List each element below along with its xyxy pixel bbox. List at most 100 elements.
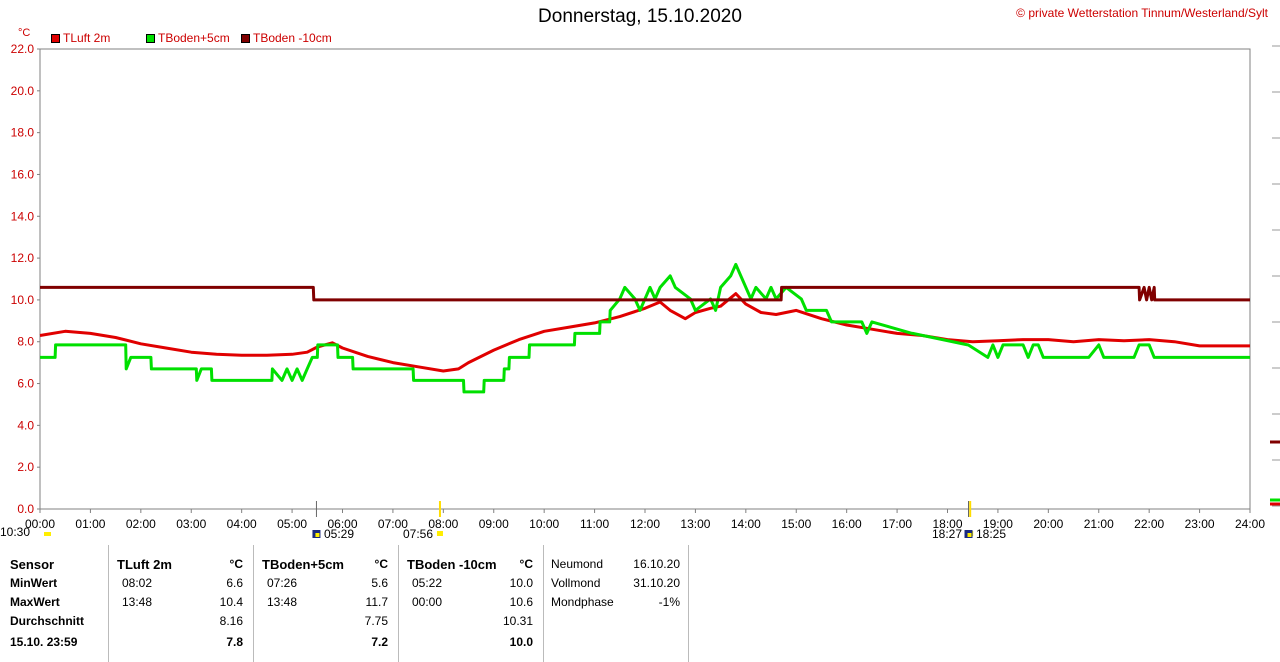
- x-tick-label: 16:00: [832, 517, 862, 531]
- sunrise-marker: [436, 531, 443, 536]
- dusk-label: 18:25: [976, 527, 1007, 541]
- x-tick-label: 21:00: [1084, 517, 1114, 531]
- stats-sensor-name: TBoden -10cm: [407, 557, 497, 572]
- moonrise-label: 10:30: [0, 525, 31, 539]
- stats-avg-value: 8.16: [219, 614, 243, 628]
- chart-title: Donnerstag, 15.10.2020: [538, 6, 742, 27]
- x-tick-label: 13:00: [680, 517, 710, 531]
- y-tick-label: 2.0: [17, 460, 34, 474]
- copyright: © private Wetterstation Tinnum/Westerlan…: [1016, 6, 1268, 20]
- stats-min-value: 10.0: [509, 576, 533, 590]
- y-tick-label: 16.0: [11, 167, 35, 181]
- stats-max-time: 00:00: [412, 595, 443, 609]
- x-tick-label: 12:00: [630, 517, 660, 531]
- stats-max-value: 10.6: [509, 595, 533, 609]
- stats-max-time: 13:48: [267, 595, 298, 609]
- sun-markers: [312, 501, 974, 538]
- legend-swatch: [51, 33, 60, 43]
- stats-unit: °C: [519, 557, 533, 571]
- stats-column-tboden10: TBoden -10cm °C 05:22 10.0 00:00 10.6 10…: [398, 545, 544, 662]
- x-tick-label: 04:00: [227, 517, 257, 531]
- stats-labels-column: Sensor MinWert MaxWert Durchschnitt 15.1…: [0, 545, 108, 662]
- stats-max-value: 10.4: [219, 595, 243, 609]
- moon-label-new: Neumond: [551, 557, 604, 571]
- stats-max-time: 13:48: [122, 595, 153, 609]
- stats-sensor-name: TLuft 2m: [117, 557, 172, 572]
- stats-current-value: 7.8: [226, 635, 243, 649]
- dawn-label: 05:29: [324, 527, 355, 541]
- moon-value-phase: -1%: [658, 595, 680, 609]
- legend-item-tboden5: TBoden+5cm: [146, 31, 230, 45]
- copyright-text: private Wetterstation Tinnum/Westerland/…: [1028, 6, 1268, 20]
- chart-series: [39, 262, 1250, 394]
- stats-unit: °C: [229, 557, 243, 571]
- stats-current-value: 7.2: [371, 635, 388, 649]
- legend-label: TBoden+5cm: [158, 31, 230, 45]
- x-tick-label: 05:00: [277, 517, 307, 531]
- y-tick-label: 8.0: [17, 335, 34, 349]
- x-tick-label: 22:00: [1134, 517, 1164, 531]
- stats-column-tluft: TLuft 2m °C 08:02 6.6 13:48 10.4 8.16 7.…: [108, 545, 254, 662]
- stats-min-time: 08:02: [122, 576, 153, 590]
- y-tick-label: 4.0: [17, 418, 34, 432]
- temperature-chart: 0.0 2.0 4.0 6.0 8.0 10.0 12.0 14.0 16.0 18.0 20.0 2…: [11, 42, 1280, 538]
- dawn-icon: [312, 530, 321, 538]
- x-tick-label: 17:00: [882, 517, 912, 531]
- x-tick-label: 18:00: [932, 517, 962, 531]
- x-tick-label: 10:00: [529, 517, 559, 531]
- stats-column-tboden5: TBoden+5cm °C 07:26 5.6 13:48 11.7 7.75 …: [253, 545, 399, 662]
- stats-label-min: MinWert: [10, 576, 58, 590]
- legend-swatch: [146, 33, 155, 43]
- sunset-label: 18:27: [932, 527, 963, 541]
- moon-value-new: 16.10.20: [633, 557, 680, 571]
- stats-min-value: 5.6: [371, 576, 388, 590]
- x-tick-label: 02:00: [126, 517, 156, 531]
- x-tick-label: 14:00: [731, 517, 761, 531]
- x-tick-label: 06:00: [327, 517, 357, 531]
- x-tick-label: 19:00: [983, 517, 1013, 531]
- stats-max-value: 11.7: [365, 595, 388, 609]
- stats-avg-value: 10.31: [502, 614, 533, 628]
- x-tick-label: 11:00: [580, 517, 609, 531]
- moon-value-full: 31.10.20: [633, 576, 680, 590]
- right-side-markers: [1270, 45, 1280, 507]
- x-tick-label: 00:00: [25, 517, 55, 531]
- y-tick-label: 18.0: [11, 126, 35, 140]
- legend-label: TLuft 2m: [63, 31, 111, 45]
- series-line-1: [40, 262, 1250, 394]
- stats-label-current: 15.10. 23:59: [10, 635, 78, 649]
- plot-frame: [39, 48, 1251, 510]
- stats-table: Sensor MinWert MaxWert Durchschnitt 15.1…: [0, 545, 1280, 662]
- stats-sensor-name: TBoden+5cm: [262, 557, 344, 572]
- stats-header-sensor: Sensor: [10, 557, 55, 572]
- stats-min-time: 05:22: [412, 576, 443, 590]
- y-tick-label: 14.0: [11, 209, 35, 223]
- y-axis-ticks: 0.0 2.0 4.0 6.0 8.0 10.0 12.0 14.0 16.0 18.0 20.0 2…: [11, 42, 40, 516]
- stats-min-time: 07:26: [267, 576, 298, 590]
- stats-label-avg: Durchschnitt: [10, 614, 85, 628]
- legend-label: TBoden -10cm: [253, 31, 332, 45]
- x-tick-label: 20:00: [1033, 517, 1063, 531]
- x-tick-label: 23:00: [1185, 517, 1215, 531]
- legend-swatch: [241, 33, 250, 43]
- series-line-0: [39, 292, 1250, 373]
- moon-label-full: Vollmond: [551, 576, 601, 590]
- x-tick-label: 15:00: [781, 517, 811, 531]
- x-tick-label: 03:00: [176, 517, 206, 531]
- stats-avg-value: 7.75: [364, 614, 388, 628]
- legend-item-tluft: TLuft 2m: [51, 31, 110, 45]
- y-tick-label: 6.0: [17, 377, 34, 391]
- moon-label-phase: Mondphase: [551, 595, 614, 609]
- x-tick-label: 08:00: [428, 517, 458, 531]
- legend-item-tboden10: TBoden -10cm: [241, 31, 332, 45]
- series-line-2: [40, 285, 1250, 302]
- y-tick-label: 20.0: [11, 84, 35, 98]
- stats-unit: °C: [374, 557, 388, 571]
- stats-current-value: 10.0: [509, 635, 533, 649]
- stats-column-moon: Neumond 16.10.20 Vollmond 31.10.20 Mondp…: [543, 545, 689, 662]
- dusk-icon-sun: [967, 533, 972, 537]
- sunrise-label: 07:56: [403, 527, 434, 541]
- y-tick-label: 22.0: [11, 42, 35, 56]
- x-tick-label: 07:00: [378, 517, 408, 531]
- x-tick-label: 24:00: [1235, 517, 1265, 531]
